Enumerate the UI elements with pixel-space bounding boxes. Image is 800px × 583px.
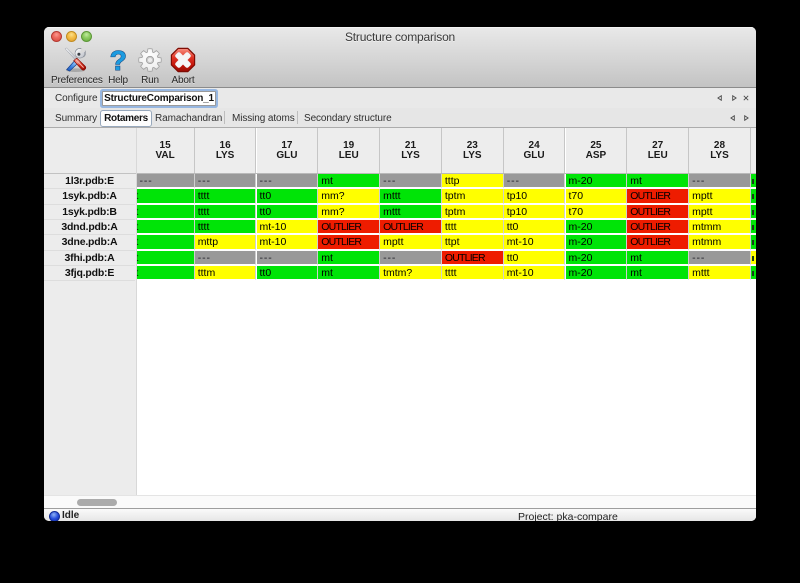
svg-text:?: ? xyxy=(110,47,127,73)
